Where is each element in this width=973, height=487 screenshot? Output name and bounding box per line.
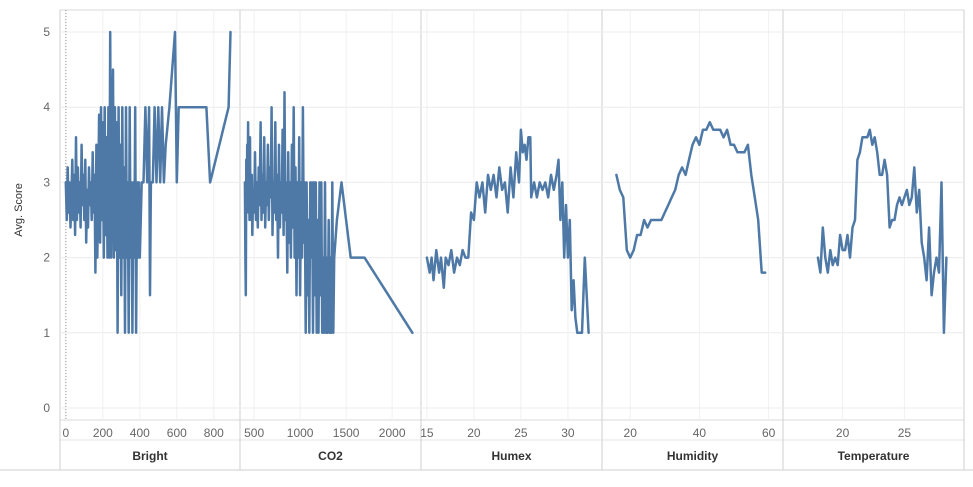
panel-title: Temperature bbox=[838, 449, 910, 463]
x-tick-label: 20 bbox=[624, 426, 638, 440]
x-tick-label: 25 bbox=[514, 426, 528, 440]
x-tick-label: 0 bbox=[63, 426, 70, 440]
x-tick-label: 25 bbox=[898, 426, 912, 440]
series-line-humidity bbox=[615, 120, 767, 274]
x-tick-label: 20 bbox=[467, 426, 481, 440]
y-tick-label: 2 bbox=[43, 251, 50, 265]
panel-title: Humidity bbox=[667, 449, 719, 463]
x-tick-label: 30 bbox=[561, 426, 575, 440]
series-line-bright bbox=[64, 30, 232, 335]
series-line-co2 bbox=[243, 90, 414, 335]
x-tick-label: 200 bbox=[93, 426, 113, 440]
y-tick-label: 4 bbox=[43, 100, 50, 114]
x-tick-label: 15 bbox=[420, 426, 434, 440]
x-tick-label: 600 bbox=[167, 426, 187, 440]
x-tick-label: 40 bbox=[693, 426, 707, 440]
x-tick-label: 1500 bbox=[333, 426, 360, 440]
series-line-temperature bbox=[816, 128, 948, 335]
x-tick-label: 400 bbox=[130, 426, 150, 440]
y-tick-label: 3 bbox=[43, 175, 50, 189]
y-tick-label: 5 bbox=[43, 25, 50, 39]
x-tick-label: 60 bbox=[762, 426, 776, 440]
series-line-humex bbox=[425, 128, 590, 335]
plot-frame bbox=[59, 9, 965, 421]
y-tick-label: 0 bbox=[43, 401, 50, 415]
panel-title: Bright bbox=[132, 449, 167, 463]
x-tick-label: 500 bbox=[244, 426, 264, 440]
panel-title: Humex bbox=[491, 449, 531, 463]
y-tick-label: 1 bbox=[43, 326, 50, 340]
x-tick-label: 1000 bbox=[287, 426, 314, 440]
y-axis-title: Avg. Score bbox=[13, 183, 25, 237]
panel-title: CO2 bbox=[318, 449, 343, 463]
x-tick-label: 2000 bbox=[379, 426, 406, 440]
x-tick-label: 800 bbox=[204, 426, 224, 440]
x-tick-label: 20 bbox=[836, 426, 850, 440]
